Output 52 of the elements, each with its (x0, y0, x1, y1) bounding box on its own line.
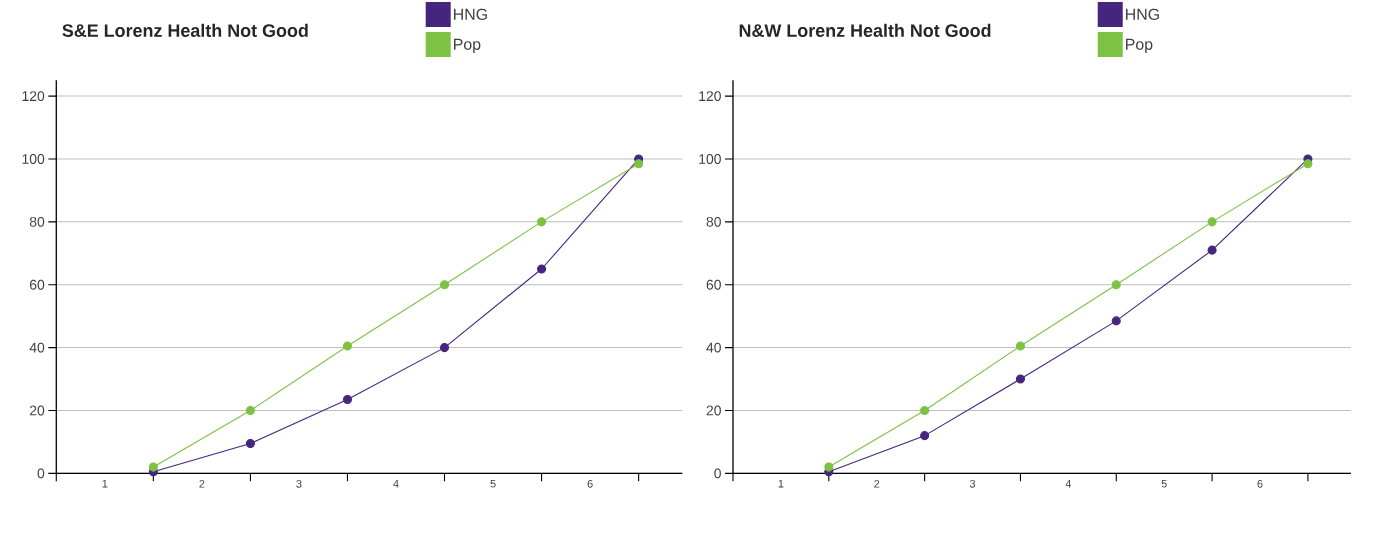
point (1111, 316, 1121, 326)
y-tick-label: 80 (29, 217, 45, 227)
point (245, 406, 255, 416)
point (342, 341, 353, 351)
y-tick-label: 60 (29, 279, 45, 290)
point (148, 462, 158, 472)
x-tick-label: 6 (1257, 480, 1263, 488)
y-tick-label: 0 (37, 468, 45, 479)
point (245, 439, 255, 449)
point (920, 406, 930, 416)
point (1303, 159, 1313, 169)
point (1207, 245, 1217, 255)
legend-label: HNG (1126, 8, 1159, 21)
y-tick-label: 20 (29, 405, 45, 416)
legend-label: HNG (454, 8, 487, 21)
point (537, 264, 547, 274)
y-tick-label: 40 (29, 342, 45, 353)
chart-title: S&E Lorenz Health Not Good (62, 23, 308, 38)
point (342, 395, 353, 405)
y-tick-label: 100 (22, 154, 45, 165)
x-tick-label: 1 (778, 480, 784, 488)
x-tick-label: 3 (296, 480, 302, 488)
legend-label: Pop (1126, 38, 1153, 54)
point (1207, 217, 1217, 227)
x-tick-label: 2 (874, 480, 880, 488)
x-tick-label: 3 (969, 480, 976, 488)
point (537, 217, 547, 227)
point (634, 159, 644, 169)
y-tick-label: 120 (22, 91, 45, 102)
y-tick-label: 60 (706, 279, 721, 290)
point (1015, 341, 1025, 351)
point (1015, 374, 1025, 384)
point (920, 431, 930, 441)
legend-label: Pop (454, 38, 481, 54)
y-tick-label: 40 (706, 342, 721, 353)
point (1111, 280, 1121, 290)
point (439, 343, 450, 353)
x-tick-label: 6 (587, 480, 593, 488)
y-tick-label: 80 (706, 217, 721, 227)
point (439, 280, 450, 290)
y-tick-label: 120 (699, 91, 721, 102)
point (824, 462, 834, 472)
x-tick-label: 4 (393, 480, 399, 488)
y-tick-label: 100 (699, 154, 721, 165)
x-tick-label: 4 (1065, 480, 1072, 488)
x-tick-label: 1 (102, 480, 108, 488)
y-tick-label: 20 (706, 405, 721, 416)
x-tick-label: 5 (490, 480, 496, 488)
x-tick-label: 5 (1161, 480, 1167, 488)
x-tick-label: 2 (199, 480, 205, 488)
y-tick-label: 0 (714, 468, 721, 479)
chart-title: N&W Lorenz Health Not Good (739, 23, 991, 38)
